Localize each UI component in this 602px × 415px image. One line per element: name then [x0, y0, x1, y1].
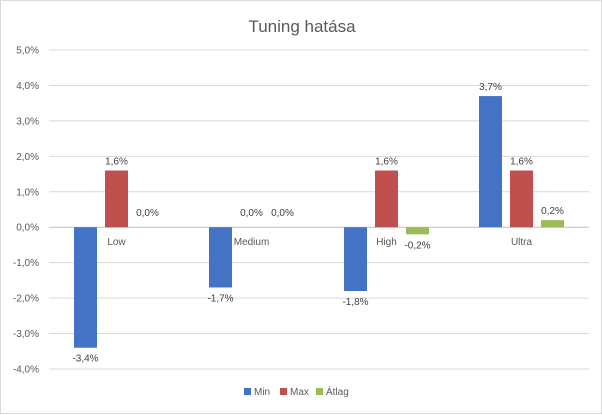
data-label: 0,0%	[136, 208, 159, 219]
legend-label: Átlag	[326, 385, 349, 398]
bar-max-low	[105, 170, 128, 228]
y-tick-label: -3,0%	[13, 329, 39, 340]
legend-swatch	[244, 388, 251, 395]
bar-min-medium	[209, 227, 232, 288]
data-label: 1,6%	[375, 157, 398, 168]
y-tick-label: 1,0%	[16, 187, 39, 198]
grid-lines	[49, 49, 589, 370]
category-label: Ultra	[511, 237, 533, 248]
bar-max-high	[375, 170, 398, 228]
category-labels: Low Medium High Ultra	[107, 237, 532, 248]
y-tick-label: 3,0%	[16, 116, 39, 127]
data-label: 0,0%	[240, 208, 263, 219]
bar-min-low	[74, 227, 97, 348]
data-label: 1,6%	[510, 157, 533, 168]
y-tick-label: 0,0%	[16, 223, 39, 234]
bar-tlag-high	[406, 227, 429, 235]
y-tick-label: -4,0%	[13, 365, 39, 376]
legend-label: Min	[254, 387, 270, 398]
legend-swatch	[280, 388, 287, 395]
bar-tlag-ultra	[541, 220, 564, 228]
bars	[74, 96, 564, 348]
data-labels: -3,4% 1,6% 0,0% -1,7% 0,0% 0,0% -1,8% 1,6% -0,2%…	[72, 82, 564, 365]
bar-min-high	[344, 227, 367, 292]
data-label: -3,4%	[72, 354, 98, 365]
bar-min-ultra	[479, 96, 502, 228]
legend-label: Max	[290, 387, 309, 398]
data-label: -1,8%	[342, 297, 368, 308]
legend-swatch	[316, 388, 323, 395]
y-tick-label: -1,0%	[13, 258, 39, 269]
y-tick-label: 5,0%	[16, 46, 39, 57]
y-tick-label: 2,0%	[16, 152, 39, 163]
y-axis: 5,0% 4,0% 3,0% 2,0% 1,0% 0,0% -1,0% -2,0% -3,0% -…	[13, 46, 39, 376]
category-label: Low	[107, 237, 126, 248]
legend: Min Max Átlag	[244, 385, 349, 398]
data-label: -1,7%	[207, 293, 233, 304]
category-label: High	[376, 237, 397, 248]
bar-max-ultra	[510, 170, 533, 228]
y-tick-label: -2,0%	[13, 294, 39, 305]
category-label: Medium	[234, 237, 270, 248]
data-label: 1,6%	[105, 157, 128, 168]
data-label: 0,2%	[541, 206, 564, 217]
y-tick-label: 4,0%	[16, 81, 39, 92]
data-label: 0,0%	[271, 208, 294, 219]
chart-title: Tuning hatása	[248, 17, 356, 36]
data-label: 3,7%	[479, 82, 502, 93]
data-label: -0,2%	[404, 240, 430, 251]
